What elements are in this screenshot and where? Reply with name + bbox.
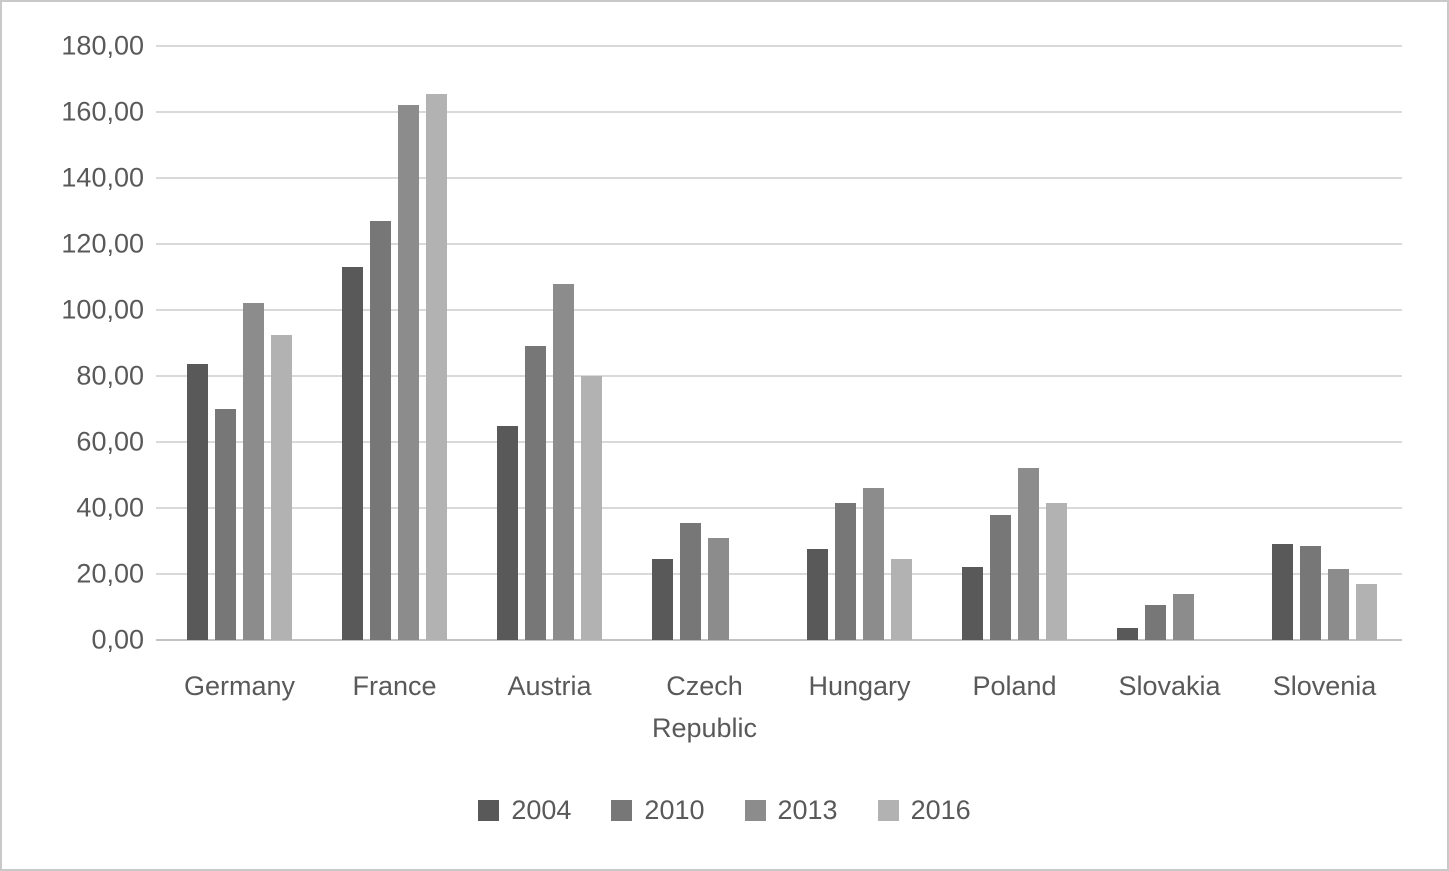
gridline bbox=[156, 45, 1402, 47]
bar-2010-france bbox=[370, 220, 391, 640]
x-axis-baseline bbox=[156, 639, 1402, 641]
bar-2013-france bbox=[398, 105, 419, 640]
legend-label: 2013 bbox=[777, 795, 838, 825]
bar-2013-czech-republic bbox=[708, 537, 729, 640]
gridline bbox=[156, 111, 1402, 113]
bar-2004-austria bbox=[497, 425, 518, 640]
y-axis-tick-label: 100,00 bbox=[61, 294, 144, 325]
y-axis-tick-label: 180,00 bbox=[61, 30, 144, 61]
legend-item-2004: 2004 bbox=[478, 795, 571, 826]
x-axis-category-label: Czech Republic bbox=[651, 671, 758, 743]
y-axis-tick-label: 120,00 bbox=[61, 228, 144, 259]
bar-2016-germany bbox=[271, 334, 292, 640]
bar-2010-slovenia bbox=[1300, 545, 1321, 640]
bar-group-france bbox=[317, 46, 472, 640]
bar-group-slovakia bbox=[1092, 46, 1247, 640]
bar-group-austria bbox=[472, 46, 627, 640]
bar-2016-poland bbox=[1046, 503, 1067, 640]
bar-2010-austria bbox=[525, 346, 546, 640]
bar-2013-poland bbox=[1018, 468, 1039, 640]
chart-legend: 2004 2010 2013 2016 bbox=[2, 795, 1447, 826]
bar-2013-austria bbox=[553, 283, 574, 640]
legend-item-2010: 2010 bbox=[611, 795, 705, 826]
legend-label: 2010 bbox=[644, 795, 705, 825]
gridline bbox=[156, 375, 1402, 377]
bar-2010-germany bbox=[215, 409, 236, 640]
y-axis-tick-label: 140,00 bbox=[61, 162, 144, 193]
x-axis-category-label: Slovakia bbox=[1118, 671, 1221, 701]
x-axis-category-label: Poland bbox=[972, 671, 1057, 701]
y-axis-tick-label: 60,00 bbox=[76, 426, 144, 457]
bar-2013-slovenia bbox=[1328, 569, 1349, 640]
bar-group-hungary bbox=[782, 46, 937, 640]
bar-2004-france bbox=[342, 267, 363, 640]
bar-2004-poland bbox=[962, 567, 983, 640]
y-axis-tick-label: 40,00 bbox=[76, 492, 144, 523]
legend-swatch-icon bbox=[877, 800, 899, 821]
legend-item-2013: 2013 bbox=[744, 795, 838, 826]
bar-2004-hungary bbox=[807, 549, 828, 640]
gridline bbox=[156, 573, 1402, 575]
y-axis-tick-label: 0,00 bbox=[91, 624, 144, 655]
bar-2016-slovenia bbox=[1356, 583, 1377, 640]
x-axis-category-label: Germany bbox=[183, 671, 296, 701]
bar-2004-czech-republic bbox=[652, 559, 673, 640]
bar-group-slovenia bbox=[1247, 46, 1402, 640]
gridline bbox=[156, 309, 1402, 311]
bar-2013-hungary bbox=[863, 488, 884, 640]
bar-2016-france bbox=[426, 93, 447, 640]
bar-2004-slovenia bbox=[1272, 544, 1293, 640]
bar-2016-hungary bbox=[891, 559, 912, 640]
bar-2010-czech-republic bbox=[680, 522, 701, 640]
gridline bbox=[156, 507, 1402, 509]
gridline bbox=[156, 243, 1402, 245]
bar-group-germany bbox=[162, 46, 317, 640]
bar-2010-slovakia bbox=[1145, 605, 1166, 640]
bar-2013-germany bbox=[243, 303, 264, 640]
y-axis-tick-label: 80,00 bbox=[76, 360, 144, 391]
legend-label: 2004 bbox=[511, 795, 572, 825]
gridline bbox=[156, 177, 1402, 179]
x-axis-category-label: Slovenia bbox=[1272, 671, 1377, 701]
legend-swatch-icon bbox=[478, 800, 500, 821]
x-axis-category-label: France bbox=[352, 671, 437, 701]
bar-group-poland bbox=[937, 46, 1092, 640]
bar-2010-hungary bbox=[835, 503, 856, 640]
y-axis-tick-label: 20,00 bbox=[76, 558, 144, 589]
bar-2016-austria bbox=[581, 376, 602, 640]
x-axis-category-label: Hungary bbox=[808, 671, 911, 701]
bar-2004-germany bbox=[187, 364, 208, 640]
legend-swatch-icon bbox=[744, 800, 766, 821]
legend-swatch-icon bbox=[611, 800, 633, 821]
bar-2010-poland bbox=[990, 514, 1011, 640]
y-axis-tick-label: 160,00 bbox=[61, 96, 144, 127]
legend-item-2016: 2016 bbox=[877, 795, 971, 826]
bar-2004-slovakia bbox=[1117, 628, 1138, 640]
gridline bbox=[156, 441, 1402, 443]
bar-2013-slovakia bbox=[1173, 593, 1194, 640]
x-axis-category-label: Austria bbox=[507, 671, 592, 701]
bar-group-czech-republic bbox=[627, 46, 782, 640]
legend-label: 2016 bbox=[910, 795, 971, 825]
